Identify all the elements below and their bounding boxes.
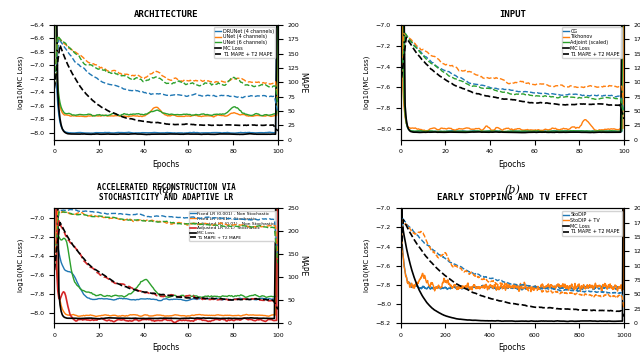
Legend: StoDIP, StoDIP + TV, MC Loss, T1 MAPE + T2 MAPE: StoDIP, StoDIP + TV, MC Loss, T1 MAPE + … — [562, 211, 621, 236]
Title: ACCELERATED RECONSTRUCTION VIA
STOCHASTICITY AND ADAPTIVE LR: ACCELERATED RECONSTRUCTION VIA STOCHASTI… — [97, 182, 236, 202]
Legend: CG, Tikhonov, Adjoint (scaled), MC Loss, T1 MAPE + T2 MAPE: CG, Tikhonov, Adjoint (scaled), MC Loss,… — [562, 27, 621, 58]
Y-axis label: log10(MC Loss): log10(MC Loss) — [364, 239, 370, 293]
Text: (a): (a) — [158, 185, 174, 196]
X-axis label: Epochs: Epochs — [152, 160, 180, 169]
X-axis label: Epochs: Epochs — [499, 343, 526, 352]
Y-axis label: MAPE: MAPE — [299, 255, 308, 276]
Y-axis label: log10(MC Loss): log10(MC Loss) — [364, 55, 370, 109]
X-axis label: Epochs: Epochs — [152, 343, 180, 352]
Y-axis label: log10(MC Loss): log10(MC Loss) — [17, 239, 24, 293]
Y-axis label: log10(MC Loss): log10(MC Loss) — [17, 55, 24, 109]
Y-axis label: MAPE: MAPE — [299, 72, 308, 93]
Title: EARLY STOPPING AND TV EFFECT: EARLY STOPPING AND TV EFFECT — [437, 193, 588, 202]
Legend: DRUNet (4 channels), UNet (4 channels), UNet (6 channels), MC Loss, T1 MAPE + T2: DRUNet (4 channels), UNet (4 channels), … — [214, 27, 275, 58]
Title: INPUT: INPUT — [499, 10, 525, 18]
X-axis label: Epochs: Epochs — [499, 160, 526, 169]
Text: (b): (b) — [504, 185, 520, 196]
Title: ARCHITECTURE: ARCHITECTURE — [134, 10, 198, 18]
Legend: Fixed LR (0.001) - Non Stochastic, Fixed LR (0.01) - Stochastic, Adjusted LR (0.: Fixed LR (0.001) - Non Stochastic, Fixed… — [189, 211, 276, 241]
